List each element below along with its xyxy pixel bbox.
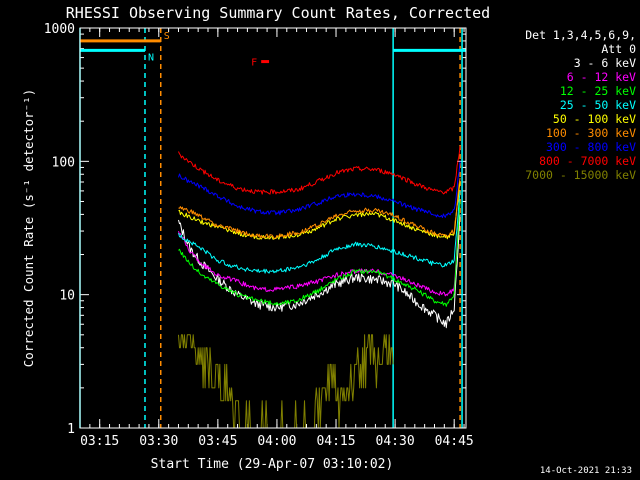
series-line [178,146,461,195]
legend: Det 1,3,4,5,6,9, Att 0 3 - 6 keV 6 - 12 k… [470,28,636,182]
x-tick-label: 03:45 [198,434,237,449]
y-tick-label: 1 [67,422,75,437]
x-tick-label: 04:00 [257,434,296,449]
legend-entry: 800 - 7000 keV [539,154,636,168]
series-line [178,201,461,297]
series-line [178,190,461,274]
legend-header-line2: Att 0 [601,42,636,56]
legend-header-line1: Det 1,3,4,5,6,9, [525,28,636,42]
legend-entry: 7000 - 15000 keV [525,168,636,182]
legend-entry: 25 - 50 keV [559,98,636,112]
series-line [178,177,461,239]
flag-label-n: N [148,52,154,63]
flag-label-s: S [164,31,170,42]
legend-entry: 50 - 100 keV [552,112,636,126]
legend-entry: 12 - 25 keV [559,84,636,98]
x-tick-label: 03:15 [80,434,119,449]
timestamp: 14-Oct-2021 21:33 [539,466,632,476]
x-axis-label: Start Time (29-Apr-07 03:10:02) [151,457,394,472]
flag-label-f: F [251,58,257,69]
x-tick-label: 04:45 [435,434,474,449]
legend-entry: 3 - 6 keV [573,56,636,70]
x-tick-label: 04:30 [376,434,415,449]
legend-entry: 6 - 12 keV [566,70,636,84]
x-tick-label: 04:15 [316,434,355,449]
y-axis-label: Corrected Count Rate (s⁻¹ detector⁻¹) [21,89,36,367]
plot-frame [79,27,467,429]
legend-entry: 300 - 800 keV [545,140,636,154]
y-tick-label: 1000 [44,22,75,37]
chart-title: RHESSI Observing Summary Count Rates, Co… [66,4,490,22]
series-line [178,201,461,307]
series-line [178,214,461,329]
y-tick-label: 10 [59,289,75,304]
series-line [178,161,461,219]
legend-entry: 100 - 300 keV [545,126,636,140]
x-tick-label: 03:30 [139,434,178,449]
y-tick-label: 100 [52,155,75,170]
